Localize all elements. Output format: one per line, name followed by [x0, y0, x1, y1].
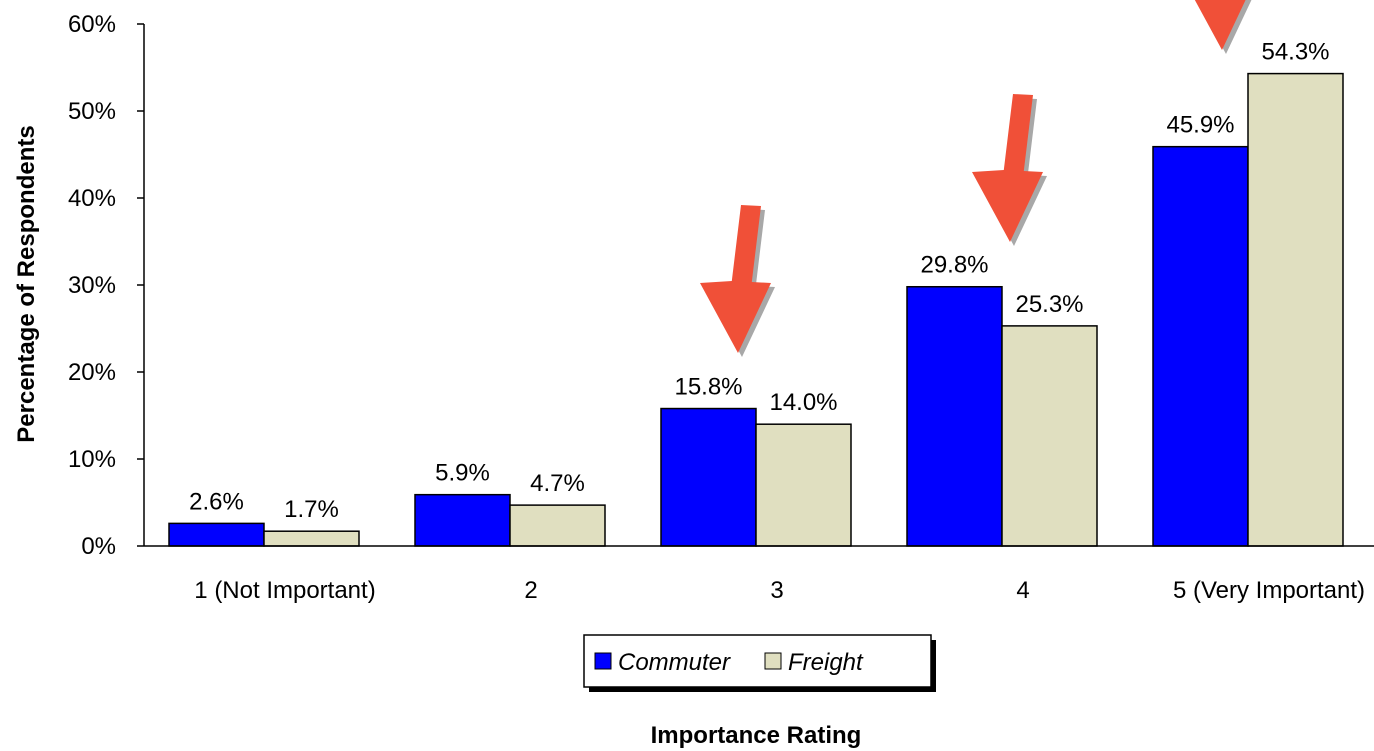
legend: Commuter Freight — [583, 634, 936, 692]
bar-freight — [755, 423, 852, 547]
y-tick-label: 40% — [68, 185, 116, 212]
y-tick-label: 30% — [68, 272, 116, 299]
data-label: 29.8% — [920, 252, 988, 279]
data-label: 45.9% — [1166, 112, 1234, 139]
y-tick-label: 10% — [68, 446, 116, 473]
bar-commuter — [660, 407, 757, 547]
bar-freight — [263, 530, 360, 547]
x-tick-labels: 1 (Not Important) 2 3 4 5 (Very Important) — [194, 577, 1365, 604]
x-tick-label: 2 — [524, 577, 537, 604]
data-label: 5.9% — [435, 460, 490, 487]
annotation-arrow — [1194, 0, 1246, 50]
bar-commuter — [1152, 145, 1249, 547]
data-label: 15.8% — [674, 374, 742, 401]
annotation-arrow — [700, 205, 771, 353]
x-tick-label: 1 (Not Important) — [194, 577, 375, 604]
legend-swatch-freight — [764, 652, 782, 670]
x-tick-label: 3 — [770, 577, 783, 604]
x-axis-title: Importance Rating — [651, 722, 862, 749]
annotation-arrow — [972, 94, 1043, 242]
data-label: 25.3% — [1015, 291, 1083, 318]
data-label: 14.0% — [769, 389, 837, 416]
y-tick-label: 50% — [68, 98, 116, 125]
y-axis-title: Percentage of Respondents — [13, 125, 40, 442]
y-ticks: 0% 10% 20% 30% 40% 50% 60% — [68, 11, 144, 560]
y-tick-label: 20% — [68, 359, 116, 386]
x-tick-label: 5 (Very Important) — [1173, 577, 1365, 604]
bar-commuter — [414, 493, 511, 547]
legend-label-freight: Freight — [788, 649, 864, 676]
bar-freight — [509, 504, 606, 547]
legend-label-commuter: Commuter — [618, 649, 731, 676]
data-label: 54.3% — [1261, 39, 1329, 66]
bar-commuter — [906, 285, 1003, 547]
y-tick-label: 0% — [81, 533, 116, 560]
legend-box — [583, 634, 932, 688]
y-tick-label: 60% — [68, 11, 116, 38]
x-tick-label: 4 — [1016, 577, 1029, 604]
bar-freight — [1247, 72, 1344, 547]
data-labels: 2.6% 5.9% 15.8% 29.8% 45.9% 1.7% 4.7% 14.0% 25.3… — [189, 39, 1329, 524]
data-label: 1.7% — [284, 496, 339, 523]
bars — [168, 72, 1344, 547]
bar-freight — [1001, 325, 1098, 547]
annotation-arrows — [700, 0, 1252, 357]
bar-commuter — [168, 522, 265, 547]
data-label: 4.7% — [530, 470, 585, 497]
legend-swatch-commuter — [594, 652, 612, 670]
data-label: 2.6% — [189, 488, 244, 515]
